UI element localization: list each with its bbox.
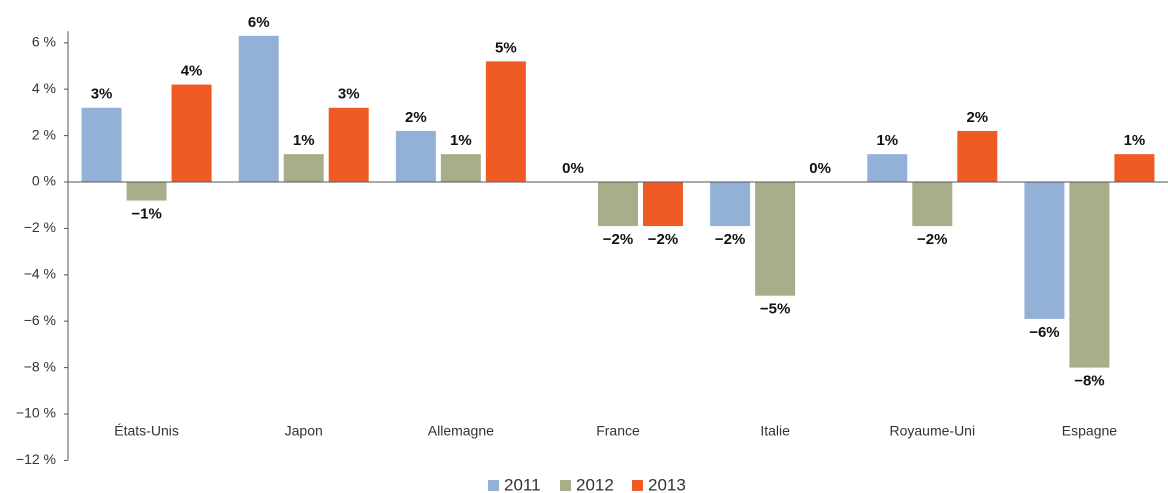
x-tick-label: États-Unis	[114, 423, 179, 439]
value-label: −1%	[131, 206, 161, 223]
y-tick-label: −6 %	[24, 312, 56, 328]
value-label: 5%	[495, 39, 517, 56]
x-tick-label: Japon	[285, 423, 323, 439]
y-tick-label: −12 %	[16, 451, 56, 467]
legend-swatch	[560, 480, 571, 491]
value-label: 2%	[405, 109, 427, 126]
legend-label: 2012	[576, 475, 614, 493]
bar	[598, 182, 638, 227]
value-label: 2%	[966, 109, 988, 126]
bar	[283, 154, 324, 182]
value-label: −8%	[1074, 373, 1104, 390]
bar	[440, 154, 481, 182]
x-tick-label: France	[596, 423, 640, 439]
value-label: 1%	[450, 132, 472, 149]
bar	[126, 182, 167, 201]
value-label: −5%	[760, 301, 790, 318]
value-label: 1%	[293, 132, 315, 149]
bar	[395, 130, 436, 182]
y-tick-label: 6 %	[32, 34, 56, 50]
bar	[485, 61, 526, 182]
y-tick-label: 0 %	[32, 173, 56, 189]
legend-swatch	[632, 480, 643, 491]
value-label: 1%	[876, 132, 898, 149]
bar	[238, 35, 279, 183]
y-tick-label: −4 %	[24, 266, 56, 282]
bar	[867, 154, 908, 182]
value-label: 1%	[1124, 132, 1146, 149]
value-label: −2%	[648, 231, 678, 248]
legend-label: 2013	[648, 475, 686, 493]
value-label: −2%	[603, 231, 633, 248]
bar	[1069, 182, 1110, 368]
bar	[328, 107, 369, 182]
x-tick-label: Espagne	[1062, 423, 1117, 439]
bar	[755, 182, 796, 296]
value-label: −2%	[715, 231, 745, 248]
x-tick-label: Royaume-Uni	[889, 423, 975, 439]
y-tick-label: −10 %	[16, 405, 56, 421]
bar	[912, 182, 953, 227]
value-label: −6%	[1029, 324, 1059, 341]
bar	[643, 182, 683, 227]
value-label: 4%	[181, 63, 203, 80]
y-tick-label: 4 %	[32, 80, 56, 96]
bar	[710, 182, 751, 227]
bar	[1024, 182, 1065, 319]
bar	[81, 107, 122, 182]
x-tick-label: Allemagne	[428, 423, 494, 439]
value-label: 3%	[91, 86, 113, 103]
y-tick-label: −8 %	[24, 358, 56, 374]
value-label: 6%	[248, 14, 270, 31]
y-tick-label: 2 %	[32, 126, 56, 142]
bar	[171, 84, 212, 182]
bar	[1114, 154, 1155, 182]
x-tick-label: Italie	[760, 423, 790, 439]
legend-swatch	[488, 480, 499, 491]
value-label: 0%	[562, 160, 584, 177]
value-label: 3%	[338, 86, 360, 103]
value-label: −2%	[917, 231, 947, 248]
y-tick-label: −2 %	[24, 219, 56, 235]
legend-label: 2011	[504, 475, 541, 493]
bar	[957, 130, 998, 182]
value-label: 0%	[809, 160, 831, 177]
